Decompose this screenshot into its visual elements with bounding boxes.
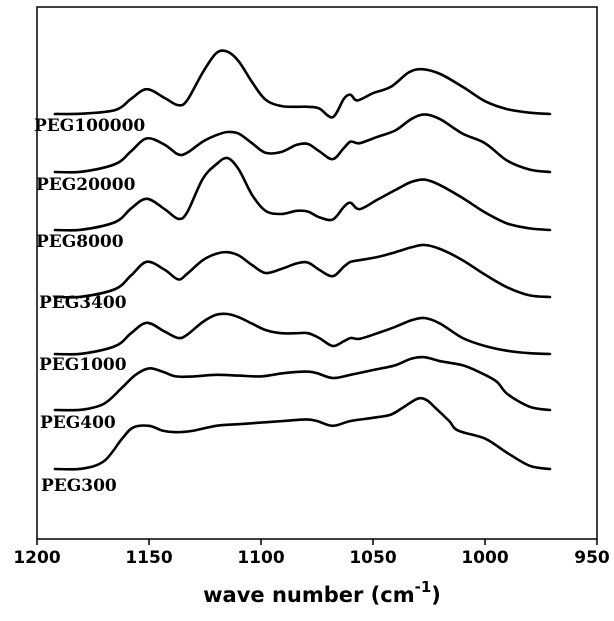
spectrum-line-peg1000 [53, 312, 552, 356]
x-tick-label-950: 950 [574, 548, 610, 568]
x-tick-label-1200: 1200 [13, 548, 60, 568]
spectrum-label-peg8000: PEG8000 [36, 232, 124, 252]
plot-frame [36, 6, 598, 540]
x-axis-ticks [36, 539, 598, 545]
spectra-labels: PEG100000 PEG20000 PEG8000 PEG3400 PEG1000 PE… [34, 116, 145, 496]
x-tick-label-1150: 1150 [125, 548, 172, 568]
x-tick-label-1050: 1050 [349, 548, 396, 568]
spectrum-label-peg20000: PEG20000 [36, 175, 136, 195]
x-axis-tick-labels: 1200 1150 1100 1050 1000 950 [13, 548, 610, 568]
spectrum-line-peg300 [53, 396, 552, 471]
spectrum-line-peg20000 [53, 113, 552, 174]
spectrum-line-peg400 [53, 355, 552, 412]
spectrum-label-peg3400: PEG3400 [39, 293, 127, 313]
spectrum-label-peg300: PEG300 [41, 476, 117, 496]
spectrum-line-peg3400 [53, 243, 552, 299]
x-tick-label-1100: 1100 [237, 548, 284, 568]
spectrum-line-peg8000 [53, 156, 552, 232]
spectra-lines [53, 49, 552, 471]
spectrum-label-peg100000: PEG100000 [34, 116, 145, 136]
x-tick-label-1000: 1000 [461, 548, 508, 568]
spectrum-label-peg1000: PEG1000 [39, 355, 127, 375]
spectrum-label-peg400: PEG400 [40, 413, 116, 433]
x-axis-title: wave number (cm-1) [203, 578, 441, 607]
spectrum-line-peg100000 [53, 49, 552, 119]
